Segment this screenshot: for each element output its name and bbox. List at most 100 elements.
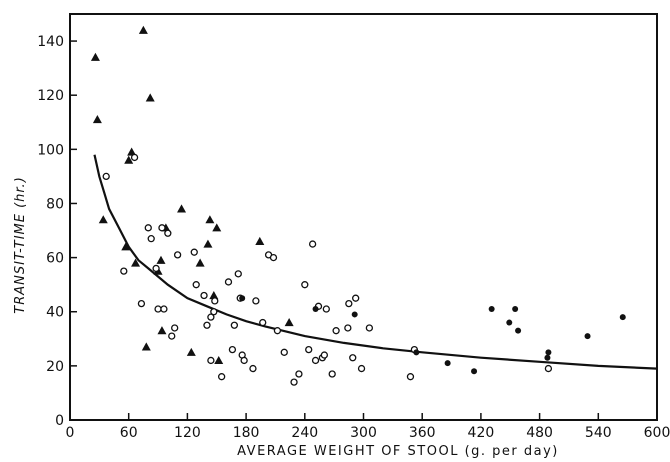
open-circle-point: [320, 351, 329, 359]
open-circle-point: [160, 305, 168, 313]
open-circle-point: [230, 321, 239, 329]
x-tick-label: 120: [174, 425, 201, 441]
open-circle-point: [203, 321, 211, 329]
filled-circle-point: [619, 314, 626, 321]
open-circle-point: [210, 308, 218, 316]
filled-circle-point: [413, 349, 420, 356]
open-circle-point: [164, 229, 172, 237]
filled-circle-point: [512, 306, 519, 313]
open-circle-point: [249, 364, 257, 373]
open-circle-point: [311, 356, 320, 365]
triangle-point: [121, 242, 131, 251]
open-circle-point: [200, 291, 208, 300]
triangle-point: [186, 347, 196, 356]
x-tick-label: 300: [350, 425, 377, 441]
triangle-point: [203, 239, 213, 248]
open-circle-point: [295, 370, 303, 378]
x-tick-label: 420: [468, 425, 495, 441]
open-circle-point: [234, 270, 242, 278]
x-tick-label: 240: [291, 425, 318, 441]
triangle-point: [90, 52, 100, 61]
open-circle-point: [301, 281, 309, 289]
y-tick-label: 100: [37, 142, 64, 158]
open-circle-point: [207, 313, 215, 321]
y-tick-label: 40: [46, 305, 64, 321]
filled-circle-point: [544, 354, 551, 361]
open-circle-point: [308, 240, 317, 248]
open-circle-point: [224, 278, 233, 286]
filled-circle-point: [444, 360, 451, 367]
open-circle-point: [322, 305, 330, 313]
fitted-curve-line: [93, 154, 658, 370]
open-circle-point: [171, 324, 179, 332]
triangle-point: [141, 342, 151, 351]
triangle-point: [214, 355, 224, 365]
filled-circle-point: [488, 306, 495, 313]
open-circle-point: [211, 297, 219, 305]
open-circle-point: [305, 345, 313, 354]
open-circle-point: [207, 356, 215, 365]
open-circle-point: [173, 251, 182, 259]
open-circle-point: [406, 373, 415, 381]
triangle-point: [212, 223, 222, 232]
open-circle-point: [228, 345, 237, 354]
triangle-point: [205, 215, 215, 224]
triangle-point: [156, 255, 166, 264]
open-circle-point: [365, 324, 374, 332]
open-circle-point: [273, 327, 282, 335]
filled-circle-point: [312, 306, 319, 313]
y-tick-label: 140: [37, 34, 64, 50]
open-circle-point: [344, 324, 352, 332]
triangle-point: [131, 258, 141, 267]
triangle-point: [138, 25, 148, 34]
filled-circle-point: [239, 295, 246, 302]
open-circle-point: [102, 172, 110, 181]
open-circle-point: [147, 235, 155, 243]
filled-circle-point: [545, 349, 552, 356]
open-circle-point: [328, 370, 336, 378]
open-circle-point: [137, 299, 146, 308]
filled-circle-point: [506, 319, 513, 326]
open-circle-point: [120, 267, 128, 275]
x-tick-label: 600: [644, 425, 670, 441]
y-tick-label: 120: [37, 88, 64, 104]
x-tick-label: 0: [66, 425, 75, 441]
triangle-point: [98, 215, 108, 224]
open-circle-point: [259, 318, 267, 327]
y-axis-title: TRANSIT-TIME (hr.): [13, 176, 28, 314]
x-tick-label: 540: [585, 425, 612, 441]
open-circle-point: [144, 224, 152, 232]
y-tick-label: 20: [46, 359, 64, 375]
open-circle-point: [190, 248, 198, 256]
x-tick-label: 180: [233, 425, 260, 441]
open-circle-point: [240, 356, 248, 365]
triangle-point: [255, 236, 265, 245]
filled-circle-point: [351, 311, 358, 318]
open-circle-point: [349, 354, 357, 362]
open-circle-point: [130, 153, 139, 162]
triangle-point: [124, 155, 134, 164]
open-circle-point: [269, 253, 278, 262]
open-circle-point: [544, 364, 553, 373]
triangle-point: [284, 318, 294, 327]
open-circle-point: [192, 281, 200, 289]
open-circle-point: [152, 264, 160, 273]
open-circle-point: [158, 224, 166, 232]
triangle-point: [177, 204, 187, 213]
filled-circle-point: [515, 327, 522, 334]
open-circle-point: [345, 299, 353, 308]
data-points: [90, 25, 626, 386]
triangle-point: [92, 115, 102, 124]
y-tick-label: 60: [46, 251, 64, 267]
open-circle-point: [290, 378, 298, 386]
y-tick-label: 0: [55, 413, 64, 429]
x-axis-title: AVERAGE WEIGHT OF STOOL (g. per day): [237, 444, 559, 459]
triangle-point: [145, 93, 155, 102]
open-circle-point: [280, 348, 288, 356]
axis-ticks: 0 60 120 180 240 300 360 420 480 540 600 0 20 40 60 80 1…: [37, 34, 670, 441]
x-tick-label: 360: [409, 425, 436, 441]
open-circle-point: [352, 294, 360, 302]
x-tick-label: 480: [526, 425, 553, 441]
plot-frame: [69, 13, 658, 421]
